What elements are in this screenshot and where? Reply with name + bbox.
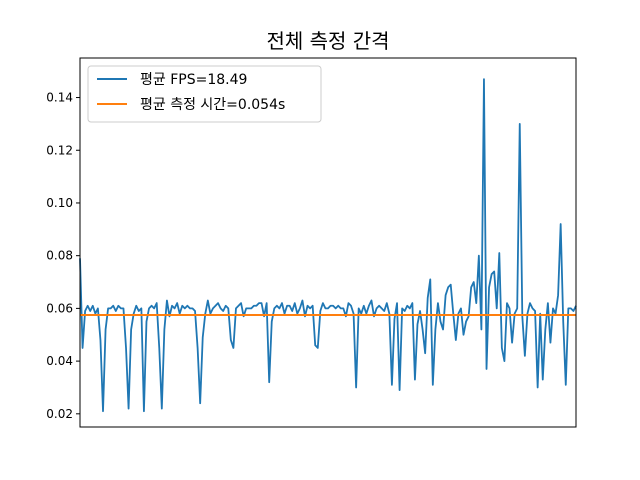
y-tick-label: 0.02	[46, 407, 73, 421]
y-tick-label: 0.08	[46, 249, 73, 263]
y-tick-label: 0.06	[46, 301, 73, 315]
axes-frame	[79, 57, 577, 428]
y-tick-label: 0.14	[46, 91, 73, 105]
plot-area	[79, 78, 577, 413]
series-line-fps	[79, 78, 577, 413]
y-axis: 0.02 0.04 0.06 0.08 0.10 0.12 0.14	[46, 91, 80, 421]
legend: 평균 FPS=18.49 평균 측정 시간=0.054s	[87, 65, 322, 123]
legend-label-time: 평균 측정 시간=0.054s	[140, 97, 285, 113]
chart-title: 전체 측정 간격	[266, 29, 389, 53]
y-tick-label: 0.04	[46, 354, 73, 368]
y-tick-label: 0.10	[46, 196, 73, 210]
y-tick-label: 0.12	[46, 143, 73, 157]
legend-box	[87, 65, 322, 123]
legend-label-fps: 평균 FPS=18.49	[140, 72, 247, 88]
